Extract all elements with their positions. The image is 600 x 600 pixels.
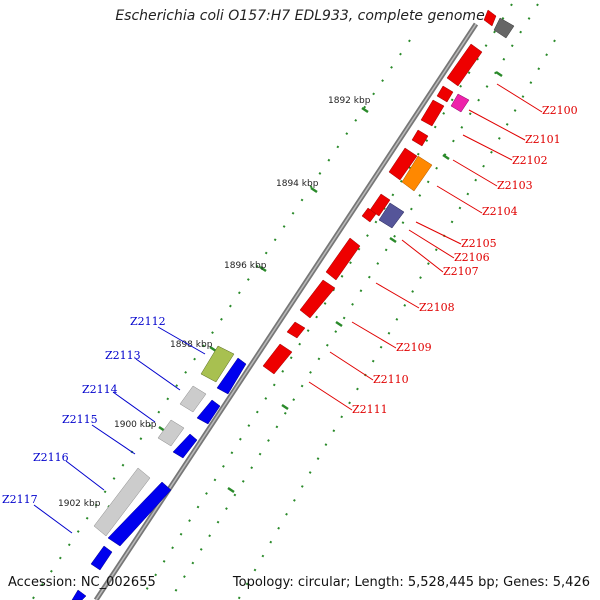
gene-feature [286, 321, 306, 339]
gene-feature [483, 9, 497, 27]
gene-label-z2110: Z2110 [373, 373, 409, 386]
gene-feature [450, 93, 470, 113]
gene-label-z2111: Z2111 [352, 403, 388, 416]
reverse-features [71, 345, 247, 600]
tick-label: 1896 kbp [224, 261, 267, 271]
gene-label-z2101: Z2101 [525, 133, 561, 146]
gene-label-z2109: Z2109 [396, 341, 432, 354]
gene-label-z2104: Z2104 [482, 205, 518, 218]
tick-label: 1894 kbp [276, 179, 319, 189]
gene-feature [411, 129, 429, 147]
tick-marks [107, 70, 503, 512]
tick-label: 1902 kbp [58, 499, 101, 509]
tick-label: 1900 kbp [114, 420, 157, 430]
gene-feature [71, 589, 87, 600]
backbone [93, 22, 479, 600]
gene-feature [325, 237, 361, 281]
gene-feature [420, 99, 445, 127]
gene-label-z2102: Z2102 [512, 154, 548, 167]
gene-feature [196, 399, 221, 425]
gene-feature [157, 419, 185, 447]
tick-labels: 1892 kbp 1894 kbp 1896 kbp 1898 kbp 1900… [58, 96, 371, 509]
gene-feature [361, 207, 377, 223]
accession-text: Accession: NC_002655 [8, 575, 156, 590]
gene-label-z2105: Z2105 [461, 237, 497, 250]
gene-label-z2113: Z2113 [105, 349, 141, 362]
forward-gene-labels: Z2100 Z2101 Z2102 Z2103 Z2104 Z2105 Z210… [352, 104, 578, 416]
gene-feature [378, 202, 405, 229]
gene-feature [436, 85, 454, 103]
gene-label-z2106: Z2106 [454, 251, 490, 264]
gene-feature [493, 17, 515, 39]
gene-label-z2114: Z2114 [82, 383, 118, 396]
gene-feature [172, 433, 198, 459]
gene-label-z2112: Z2112 [130, 315, 166, 328]
gene-feature [262, 343, 293, 375]
gene-feature [369, 193, 391, 217]
gene-feature [179, 385, 207, 413]
gene-feature [401, 155, 433, 192]
gene-label-z2117: Z2117 [2, 493, 38, 506]
genome-summary-text: Topology: circular; Length: 5,528,445 bp… [232, 575, 590, 590]
tick-label: 1898 kbp [170, 340, 213, 350]
gene-label-z2100: Z2100 [542, 104, 578, 117]
gene-feature [90, 545, 113, 571]
gene-feature [216, 357, 247, 395]
gene-feature [200, 345, 235, 383]
gene-label-z2103: Z2103 [497, 179, 533, 192]
reverse-gene-labels: Z2112 Z2113 Z2114 Z2115 Z2116 Z2117 [2, 315, 166, 506]
tick-label: 1892 kbp [328, 96, 371, 106]
map-title: Escherichia coli O157:H7 EDL933, complet… [115, 8, 485, 24]
gene-feature [299, 279, 336, 319]
gene-label-z2115: Z2115 [62, 413, 98, 426]
gene-feature [388, 147, 418, 181]
gene-feature [93, 467, 151, 537]
gene-label-z2116: Z2116 [33, 451, 69, 464]
forward-features [262, 9, 515, 375]
scale-dots [31, 3, 556, 600]
forward-leaders [308, 83, 543, 411]
gene-label-z2107: Z2107 [443, 265, 479, 278]
gene-label-z2108: Z2108 [419, 301, 455, 314]
gene-feature [107, 481, 172, 547]
gene-feature [446, 43, 483, 87]
reverse-leaders [33, 326, 206, 534]
